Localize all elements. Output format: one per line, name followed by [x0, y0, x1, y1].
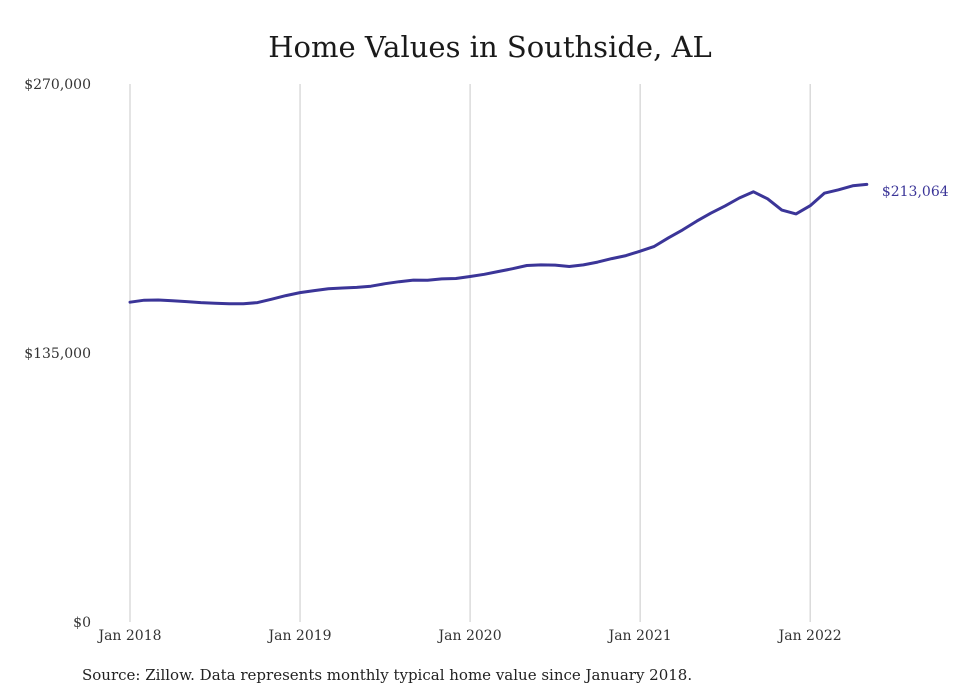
x-axis-ticks: Jan 2018 Jan 2019 Jan 2020 Jan 2021 Jan 2022 — [96, 628, 841, 644]
y-tick-label: $270,000 — [24, 77, 91, 93]
gridlines — [129, 84, 811, 622]
series-line — [128, 182, 869, 306]
y-axis-ticks: $0 $135,000 $270,000 — [24, 77, 91, 631]
end-value-label: $213,064 — [882, 184, 949, 200]
y-tick-label: $0 — [73, 615, 91, 631]
data-labels: $213,064 — [882, 184, 949, 200]
x-tick-label: Jan 2019 — [267, 628, 332, 644]
y-tick-label: $135,000 — [24, 346, 91, 362]
x-tick-label: Jan 2020 — [437, 628, 502, 644]
x-tick-label: Jan 2018 — [96, 628, 161, 644]
x-tick-label: Jan 2021 — [607, 628, 672, 644]
series-layer — [128, 182, 869, 306]
x-tick-label: Jan 2022 — [777, 628, 842, 644]
chart-title: Home Values in Southside, AL — [268, 30, 712, 64]
source-note: Source: Zillow. Data represents monthly … — [82, 666, 693, 684]
